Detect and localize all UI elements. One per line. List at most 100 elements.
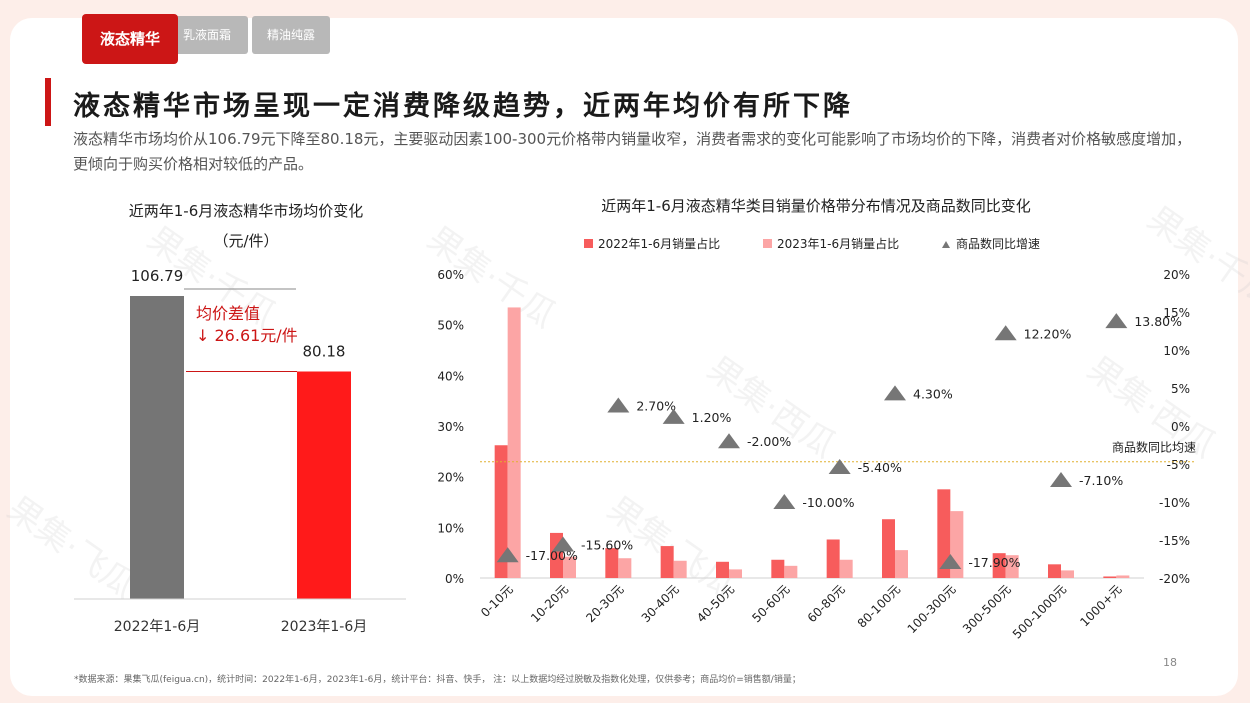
growth-triangle-marker [662, 408, 685, 424]
tab-lotion-cream[interactable]: 乳液面霜 [166, 16, 248, 54]
growth-data-label: -5.40% [858, 460, 902, 475]
page-description: 液态精华市场均价从106.79元下降至80.18元，主要驱动因素100-300元… [73, 130, 1192, 173]
legend-label-growth: 商品数同比增速 [956, 236, 1040, 251]
x-tick-label: 100-300元 [905, 582, 959, 636]
right-y-tick-label: 0% [1171, 420, 1190, 434]
right-y-tick-label: 15% [1163, 306, 1190, 320]
x-tick-label: 2022年1-6月 [114, 619, 201, 635]
bar-2023 [1116, 575, 1130, 578]
left-y-tick-label: 60% [437, 268, 464, 282]
right-y-tick-label: 5% [1171, 382, 1190, 396]
right-y-tick-label: -15% [1159, 534, 1190, 548]
tab-liquid-essence[interactable]: 液态精华 [82, 14, 178, 64]
bar-value-label: 106.79 [131, 267, 184, 285]
legend-swatch-2023 [763, 239, 772, 248]
tab-essential-oil[interactable]: 精油纯露 [252, 16, 330, 54]
growth-data-label: -15.60% [581, 538, 633, 553]
bar-2023 [507, 307, 521, 578]
x-tick-label: 20-30元 [583, 582, 626, 625]
growth-triangle-marker [773, 494, 796, 509]
right-y-tick-label: -5% [1167, 458, 1190, 472]
bar-2023 [673, 560, 687, 578]
chart-title: 近两年1-6月液态精华市场均价变化 [129, 202, 364, 220]
growth-triangle-marker [1050, 471, 1072, 487]
growth-data-label: -2.00% [747, 434, 791, 449]
legend: 2022年1-6月销量占比 2023年1-6月销量占比 商品数同比增速 [584, 236, 1040, 251]
growth-triangle-marker [552, 536, 574, 552]
bar-2023 [839, 559, 853, 578]
growth-data-label: -10.00% [802, 495, 854, 510]
bar-value-label: 80.18 [303, 343, 346, 361]
bar-2022 [937, 489, 951, 578]
bar-2023 [784, 565, 798, 578]
right-y-tick-label: -20% [1159, 572, 1190, 586]
data-source-footnote: *数据来源：果集飞瓜(feigua.cn)，统计时间：2022年1-6月，202… [74, 675, 801, 685]
right-y-tick-label: 10% [1163, 344, 1190, 358]
growth-data-label: -17.90% [968, 555, 1020, 570]
x-tick-label: 30-40元 [639, 582, 682, 625]
right-y-tick-label: -10% [1159, 496, 1190, 510]
legend-label-2023: 2023年1-6月销量占比 [777, 236, 899, 251]
x-tick-label: 60-80元 [805, 582, 848, 625]
growth-data-label: -7.10% [1079, 473, 1123, 488]
growth-triangle-marker [496, 547, 519, 563]
chart-title: 近两年1-6月液态精华类目销量价格带分布情况及商品数同比变化 [601, 197, 1031, 215]
growth-triangle-marker [939, 554, 962, 570]
x-tick-label: 10-20元 [528, 582, 571, 625]
growth-data-label: 13.80% [1134, 314, 1182, 329]
growth-triangle-marker [607, 397, 630, 413]
left-y-tick-label: 10% [437, 521, 464, 535]
left-y-tick-label: 20% [437, 471, 464, 485]
left-y-tick-label: 50% [437, 319, 464, 333]
avg-price-bar [130, 296, 184, 599]
growth-data-label: 12.20% [1024, 326, 1072, 341]
bar-2022 [826, 539, 840, 578]
legend-triangle-icon [942, 241, 950, 248]
bar-2022 [1048, 564, 1061, 578]
x-tick-label: 300-500元 [960, 582, 1014, 636]
page-title: 液态精华市场呈现一定消费降级趋势，近两年均价有所下降 [73, 91, 853, 122]
x-tick-label: 1000+元 [1077, 582, 1124, 629]
x-tick-label: 0-10元 [478, 582, 516, 620]
x-tick-label: 80-100元 [855, 582, 903, 630]
legend-swatch-2022 [584, 239, 593, 248]
growth-data-label: 2.70% [636, 398, 676, 413]
x-tick-label: 2023年1-6月 [281, 619, 368, 635]
avg-growth-label: 商品数同比均速 [1112, 440, 1196, 455]
left-y-tick-label: 40% [437, 369, 464, 383]
x-tick-label: 50-60元 [749, 582, 792, 625]
bar-2022 [771, 559, 785, 578]
right-y-tick-label: 20% [1163, 268, 1190, 282]
bar-2022 [882, 519, 895, 578]
x-tick-label: 500-1000元 [1010, 582, 1069, 641]
bar-2022 [494, 445, 508, 578]
content-card [10, 18, 1238, 696]
bar-2022 [605, 548, 619, 578]
bar-2022 [992, 553, 1006, 578]
growth-triangle-marker [718, 433, 740, 449]
bar-2023 [895, 550, 908, 578]
left-y-tick-label: 30% [437, 420, 464, 434]
bar-2022 [716, 561, 729, 578]
left-y-tick-label: 0% [445, 572, 464, 586]
price-diff-value: ↓ 26.61元/件 [196, 326, 298, 345]
growth-data-label: 4.30% [913, 386, 953, 401]
title-accent-bar [45, 78, 51, 126]
growth-triangle-marker [828, 459, 851, 475]
growth-triangle-marker [884, 385, 906, 401]
avg-price-bar [297, 371, 351, 599]
bar-2023 [1061, 570, 1074, 578]
growth-data-label: -17.00% [526, 548, 578, 563]
growth-triangle-marker [1105, 313, 1128, 329]
legend-label-2022: 2022年1-6月销量占比 [598, 236, 720, 251]
page-number: 18 [1163, 656, 1177, 669]
bar-2022 [660, 546, 674, 578]
x-tick-label: 40-50元 [694, 582, 737, 625]
growth-data-label: 1.20% [692, 410, 732, 425]
bar-2023 [618, 558, 632, 578]
chart-subtitle: （元/件） [213, 232, 278, 250]
bar-2023 [729, 569, 742, 578]
growth-triangle-marker [994, 325, 1017, 341]
